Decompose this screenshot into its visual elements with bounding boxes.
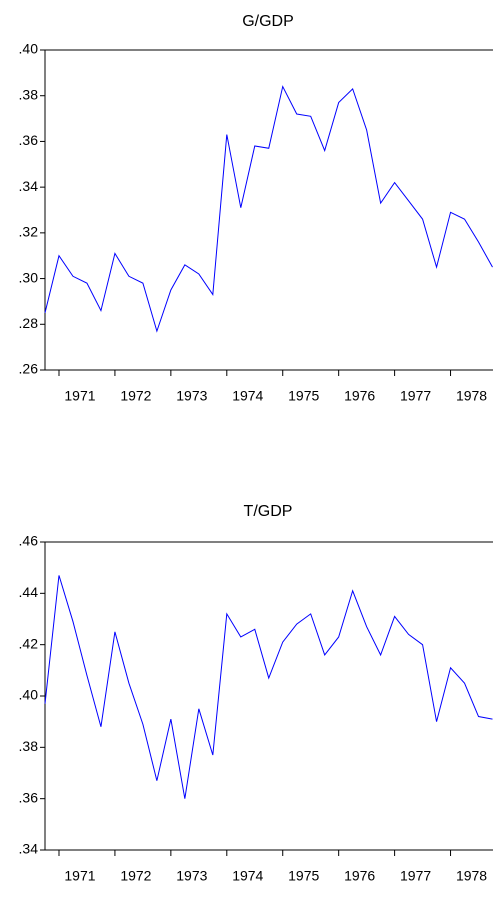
x-tick-label: 1974 bbox=[232, 868, 263, 884]
chart-title: T/GDP bbox=[244, 503, 293, 520]
x-tick-label: 1971 bbox=[64, 868, 95, 884]
series-line bbox=[44, 85, 493, 333]
y-tick-label: .34 bbox=[19, 841, 39, 857]
x-tick-label: 1975 bbox=[288, 388, 319, 404]
y-tick-label: .26 bbox=[19, 361, 39, 377]
y-tick-label: .38 bbox=[19, 738, 39, 754]
chart-title: G/GDP bbox=[242, 13, 294, 30]
y-tick-label: .36 bbox=[19, 789, 39, 805]
y-tick-label: .40 bbox=[19, 687, 39, 703]
x-tick-label: 1972 bbox=[120, 868, 151, 884]
x-tick-label: 1971 bbox=[64, 388, 95, 404]
x-tick-label: 1976 bbox=[344, 868, 375, 884]
y-tick-label: .38 bbox=[19, 86, 39, 102]
x-tick-label: 1972 bbox=[120, 388, 151, 404]
x-tick-label: 1976 bbox=[344, 388, 375, 404]
y-tick-label: .44 bbox=[19, 584, 39, 600]
y-tick-label: .30 bbox=[19, 269, 39, 285]
y-tick-label: .32 bbox=[19, 224, 39, 240]
y-tick-label: .42 bbox=[19, 635, 39, 651]
x-tick-label: 1975 bbox=[288, 868, 319, 884]
y-tick-label: .28 bbox=[19, 315, 39, 331]
series-line bbox=[44, 575, 493, 799]
y-tick-label: .40 bbox=[19, 41, 39, 57]
x-tick-label: 1973 bbox=[176, 868, 207, 884]
x-tick-label: 1977 bbox=[400, 388, 431, 404]
x-tick-label: 1978 bbox=[456, 868, 487, 884]
y-tick-label: .36 bbox=[19, 132, 39, 148]
x-tick-label: 1978 bbox=[456, 388, 487, 404]
y-tick-label: .46 bbox=[19, 533, 39, 549]
x-tick-label: 1977 bbox=[400, 868, 431, 884]
x-tick-label: 1974 bbox=[232, 388, 263, 404]
x-tick-label: 1973 bbox=[176, 388, 207, 404]
y-tick-label: .34 bbox=[19, 178, 39, 194]
